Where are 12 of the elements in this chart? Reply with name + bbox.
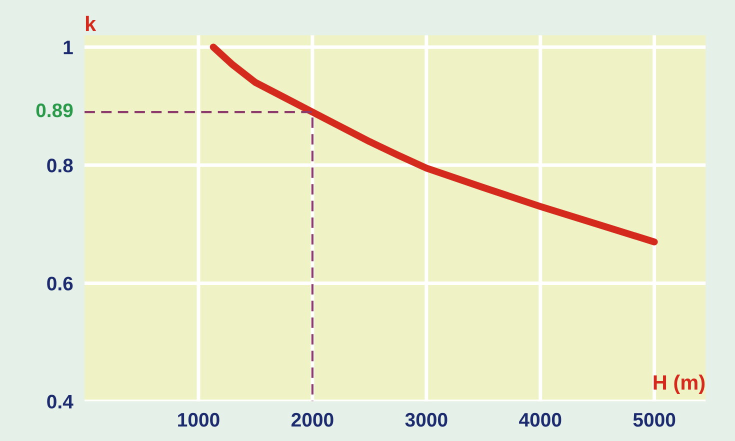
x-tick-label: 3000	[405, 412, 448, 427]
y-axis-title: k	[86, 16, 96, 31]
x-tick-label: 1000	[178, 412, 220, 427]
x-tick-label: 2000	[291, 412, 334, 427]
annotation: 0.89	[36, 103, 73, 118]
y-tick-label: 0.4	[47, 394, 74, 409]
x-tick-label: 5000	[633, 412, 676, 427]
y-tick-label: 0.6	[47, 276, 73, 290]
y-tick-label: 0.8	[47, 158, 73, 172]
y-tick-label: 1	[64, 40, 73, 54]
x-tick-label: 4000	[519, 412, 562, 427]
x-axis-title: H (m)	[654, 374, 705, 394]
